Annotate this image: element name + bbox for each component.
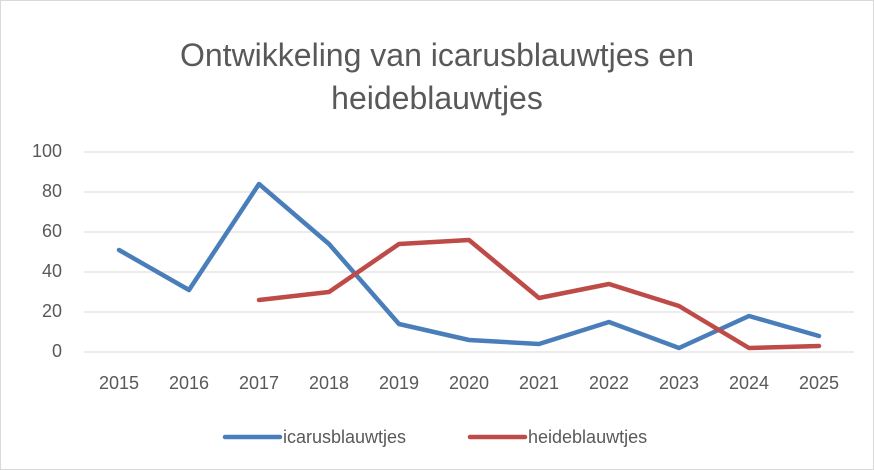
legend-label: icarusblauwtjes xyxy=(283,427,406,447)
x-tick-label: 2016 xyxy=(169,373,209,393)
legend-label: heideblauwtjes xyxy=(528,427,647,447)
x-tick-label: 2018 xyxy=(309,373,349,393)
chart-title: Ontwikkeling van icarusblauwtjes en heid… xyxy=(179,37,695,116)
series-line xyxy=(256,237,822,351)
y-tick-label: 0 xyxy=(52,341,62,361)
x-tick-label: 2015 xyxy=(99,373,139,393)
x-tick-label: 2024 xyxy=(729,373,769,393)
series-line xyxy=(116,181,822,351)
y-tick-label: 80 xyxy=(42,181,62,201)
x-tick-label: 2023 xyxy=(659,373,699,393)
x-tick-label: 2019 xyxy=(379,373,419,393)
x-tick-label: 2020 xyxy=(449,373,489,393)
x-tick-label: 2017 xyxy=(239,373,279,393)
y-tick-label: 40 xyxy=(42,261,62,281)
x-tick-label: 2025 xyxy=(799,373,839,393)
x-tick-label: 2022 xyxy=(589,373,629,393)
y-tick-label: 20 xyxy=(42,301,62,321)
x-tick-label: 2021 xyxy=(519,373,559,393)
y-tick-label: 60 xyxy=(42,221,62,241)
y-tick-label: 100 xyxy=(32,141,62,161)
